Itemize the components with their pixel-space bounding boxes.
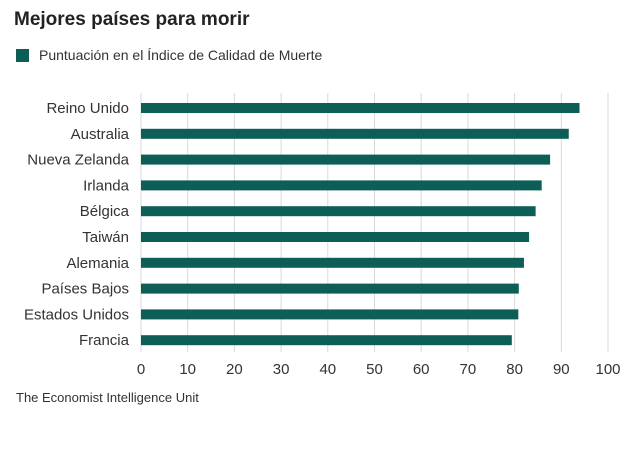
x-tick-label: 0: [137, 361, 145, 378]
category-label: Reino Unido: [46, 100, 129, 117]
x-tick-label: 90: [553, 361, 570, 378]
x-axis-ticks: 0 10 20 30 40 50 60 70 80 90 100: [137, 361, 621, 378]
category-label: Francia: [79, 332, 130, 349]
legend-swatch: [16, 48, 29, 62]
bars: [141, 103, 580, 346]
x-tick-label: 40: [319, 361, 336, 378]
bar: [141, 206, 536, 217]
bar: [141, 128, 569, 139]
x-tick-label: 50: [366, 361, 383, 378]
category-labels: Reino Unido Australia Nueva Zelanda Irlanda…: [24, 100, 130, 349]
x-tick-label: 70: [460, 361, 477, 378]
category-label: Estados Unidos: [24, 306, 129, 323]
x-tick-label: 80: [506, 361, 523, 378]
bar: [141, 309, 519, 320]
category-label: Irlanda: [83, 177, 130, 194]
bar: [141, 335, 512, 346]
category-label: Bélgica: [80, 203, 130, 220]
bar: [141, 154, 551, 165]
category-label: Nueva Zelanda: [27, 152, 129, 169]
x-tick-label: 30: [273, 361, 290, 378]
chart-title: Mejores países para morir: [14, 9, 250, 30]
bar: [141, 180, 542, 191]
bar: [141, 257, 524, 268]
bar: [141, 283, 519, 294]
x-tick-label: 10: [179, 361, 196, 378]
legend: Puntuación en el Índice de Calidad de Mu…: [16, 47, 322, 63]
x-tick-label: 100: [595, 361, 620, 378]
category-label: Países Bajos: [41, 281, 129, 298]
x-tick-label: 60: [413, 361, 430, 378]
bar: [141, 103, 580, 113]
x-tick-label: 20: [226, 361, 243, 378]
category-label: Australia: [71, 126, 130, 143]
category-label: Taiwán: [82, 229, 129, 246]
bar: [141, 232, 530, 242]
category-label: Alemania: [66, 255, 129, 272]
source-note: The Economist Intelligence Unit: [16, 390, 199, 405]
legend-label: Puntuación en el Índice de Calidad de Mu…: [39, 47, 323, 63]
